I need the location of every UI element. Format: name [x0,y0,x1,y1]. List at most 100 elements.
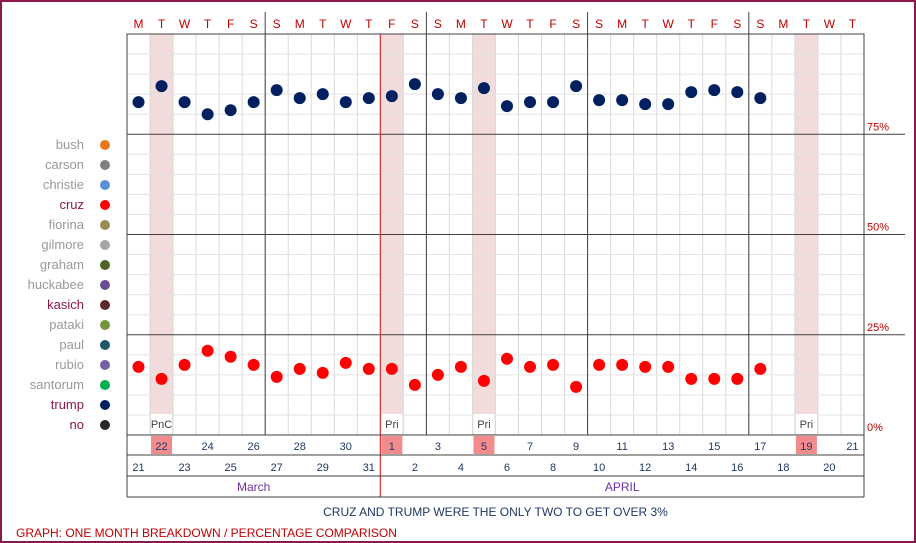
day-letter: T [688,17,696,31]
legend-label: paul [59,337,84,352]
event-label-bg [381,414,403,434]
y-tick-label: 25% [867,322,889,334]
cruz-point [685,372,698,385]
date-label: 16 [731,462,743,474]
date-label: 21 [846,441,858,453]
trump-point [685,86,698,99]
cruz-point [547,358,560,371]
trump-point [132,96,145,109]
day-letter: F [227,17,234,31]
date-label: 19 [800,441,812,453]
legend-label: trump [51,397,84,412]
chart-title: CRUZ AND TRUMP WERE THE ONLY TWO TO GET … [323,505,668,519]
cruz-point [316,366,329,379]
legend-marker [100,300,110,310]
day-letter: W [179,17,191,31]
date-label: 15 [708,441,720,453]
legend-label: cruz [59,197,84,212]
cruz-point [178,358,191,371]
cruz-point [224,350,237,363]
date-label: 24 [201,441,213,453]
month-label: APRIL [605,480,640,494]
day-letter: T [642,17,650,31]
cruz-point [731,372,744,385]
legend-label: gilmore [41,237,84,252]
footer-caption: GRAPH: ONE MONTH BREAKDOWN / PERCENTAGE … [16,526,397,540]
cruz-point [754,362,767,375]
date-label: 26 [248,441,260,453]
date-label: 31 [363,462,375,474]
day-letter: S [250,17,258,31]
event-label: PnC [151,419,172,431]
day-letter: W [501,17,513,31]
date-label: 20 [823,462,835,474]
trump-point [731,86,744,99]
legend-label: christie [43,177,84,192]
cruz-point [593,358,606,371]
trump-point [454,92,467,105]
cruz-point [639,360,652,373]
trump-point [431,88,444,101]
legend-marker [100,140,110,150]
trump-point [754,92,767,105]
date-label: 9 [573,441,579,453]
day-letter: W [663,17,675,31]
legend-marker [100,360,110,370]
date-label: 28 [294,441,306,453]
day-letter: S [595,17,603,31]
trump-point [247,96,260,109]
trump-point [477,82,490,95]
date-label: 4 [458,462,464,474]
cruz-point [362,362,375,375]
cruz-point [270,370,283,383]
date-label: 23 [178,462,190,474]
month-label: March [237,480,270,494]
date-label: 22 [155,441,167,453]
trump-point [408,78,421,91]
day-letter: M [134,17,144,31]
day-letter: T [365,17,373,31]
event-label-bg [151,414,173,434]
event-label: Pri [800,419,813,431]
trump-point [593,94,606,107]
legend-label: bush [56,137,84,152]
cruz-point [616,358,629,371]
day-letter: T [204,17,212,31]
cruz-point [454,360,467,373]
trump-point [570,80,583,93]
legend-label: fiorina [49,217,85,232]
day-letter: S [273,17,281,31]
day-letter: F [711,17,718,31]
trump-point [362,92,375,105]
legend-marker [100,420,110,430]
day-letter: S [434,17,442,31]
trump-point [178,96,191,109]
trump-point [616,94,629,107]
day-letter: T [319,17,327,31]
day-letter: M [778,17,788,31]
cruz-point [662,360,675,373]
trump-point [270,84,283,97]
cruz-point [132,360,145,373]
day-letter: M [456,17,466,31]
date-label: 29 [317,462,329,474]
day-letter: W [340,17,352,31]
trump-point [547,96,560,109]
legend-marker [100,200,110,210]
trump-point [155,80,168,93]
day-letter: F [388,17,395,31]
day-letter: M [295,17,305,31]
highlighted-date-cell [795,436,817,454]
date-label: 3 [435,441,441,453]
cruz-point [570,380,583,393]
legend-marker [100,180,110,190]
highlighted-date-cell [473,436,495,454]
cruz-point [247,358,260,371]
cruz-point [477,374,490,387]
highlighted-date-cell [381,436,403,454]
trump-point [201,108,214,121]
day-letter: T [480,17,488,31]
date-label: 6 [504,462,510,474]
